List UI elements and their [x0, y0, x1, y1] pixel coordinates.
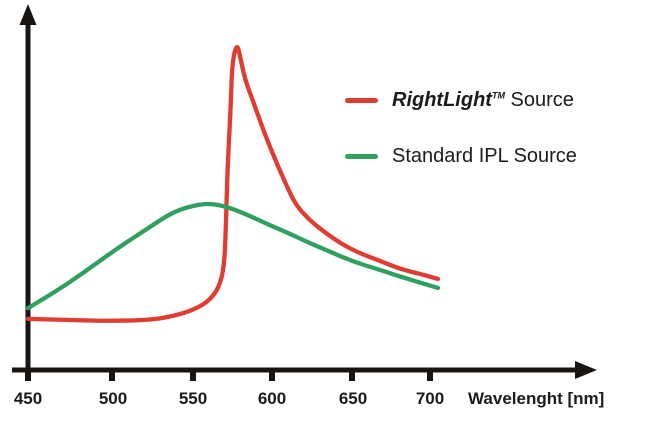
- x-tick-label-650: 650: [338, 389, 368, 408]
- legend-item-rightlight: RightLightTM Source: [345, 86, 574, 114]
- rightlight-brand-text: RightLight: [392, 88, 492, 111]
- rightlight-source-text: Source: [504, 88, 574, 111]
- standard-ipl-legend-label: Standard IPL Source: [392, 144, 577, 167]
- legend-item-standard-ipl: Standard IPL Source: [345, 142, 577, 170]
- rightlight-line-swatch: [345, 97, 378, 103]
- x-tick-label-600: 600: [257, 389, 287, 408]
- rightlight-legend-label: RightLightTM Source: [392, 89, 574, 112]
- x-tick-label-700: 700: [415, 389, 445, 408]
- rightlight-curve: [25, 45, 441, 323]
- x-axis-title: Wavelenght [nm]: [468, 389, 605, 408]
- y-axis-arrowhead: [19, 4, 37, 25]
- standard-ipl-line-swatch: [345, 153, 378, 159]
- x-tick-label-450: 450: [13, 389, 43, 408]
- standard-ipl-curve: [25, 201, 441, 311]
- x-tick-label-500: 500: [98, 389, 128, 408]
- trademark-superscript: TM: [491, 89, 505, 100]
- x-axis-ticks: [25, 370, 433, 381]
- x-tick-label-550: 550: [178, 389, 208, 408]
- x-axis-arrowhead: [575, 361, 597, 379]
